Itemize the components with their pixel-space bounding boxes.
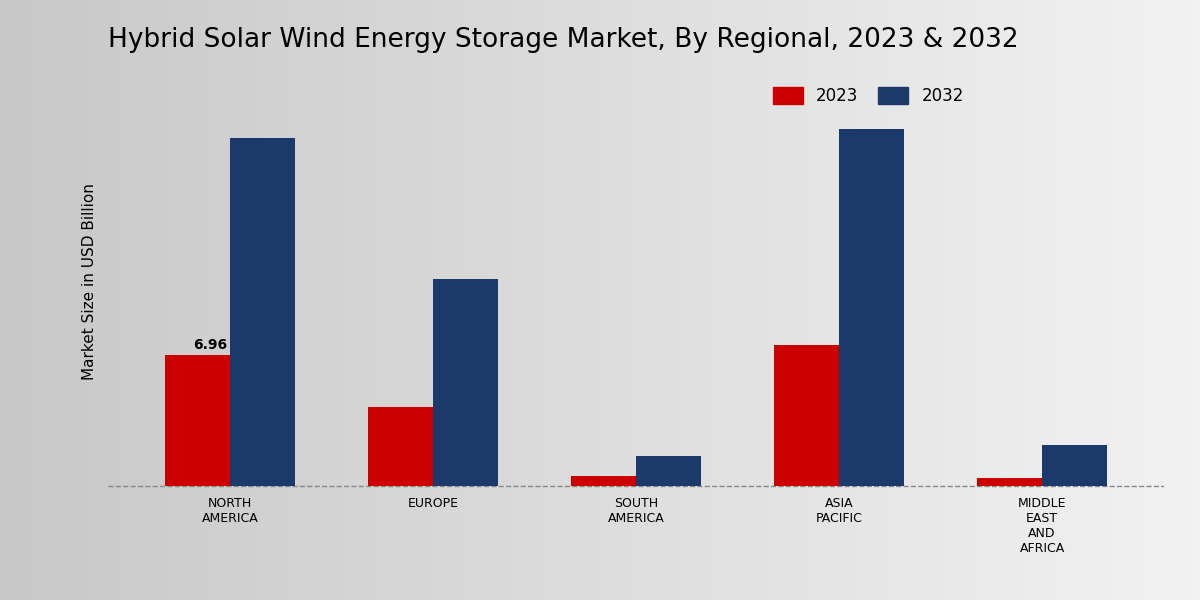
Bar: [636, 456, 701, 487]
Bar: [977, 478, 1042, 487]
Text: Hybrid Solar Wind Energy Storage Market, By Regional, 2023 & 2032: Hybrid Solar Wind Energy Storage Market,…: [108, 27, 1019, 53]
Bar: [368, 407, 433, 487]
Bar: [230, 138, 295, 487]
Bar: [433, 279, 498, 487]
Legend: 2023, 2032: 2023, 2032: [766, 80, 971, 112]
Bar: [1042, 445, 1108, 487]
Bar: [571, 476, 636, 487]
Bar: [839, 128, 904, 487]
Bar: [164, 355, 230, 487]
Y-axis label: Market Size in USD Billion: Market Size in USD Billion: [82, 184, 97, 380]
Text: 6.96: 6.96: [193, 338, 228, 352]
Bar: [774, 345, 839, 487]
